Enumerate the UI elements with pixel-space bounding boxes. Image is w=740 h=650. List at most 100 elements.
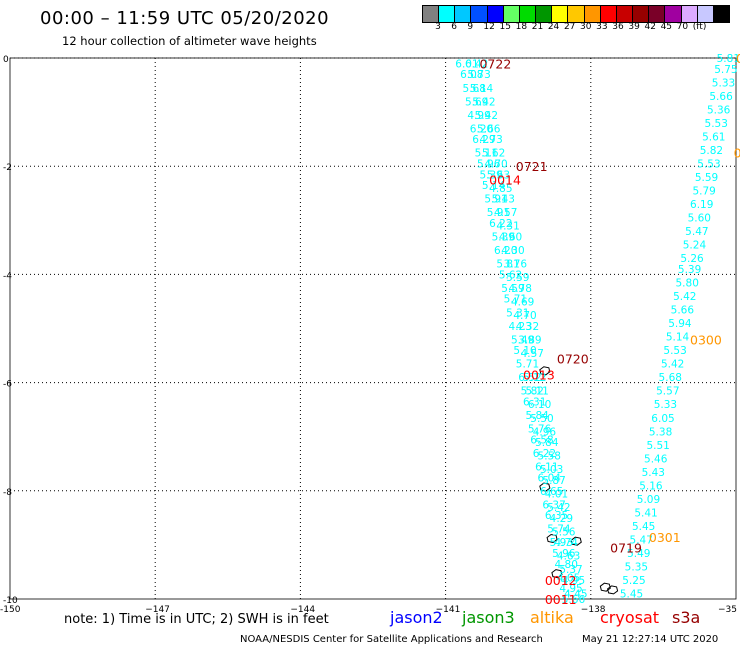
grid-lines [10, 57, 736, 599]
x-tick-label: −35 [718, 605, 737, 615]
wave-height-value: 6.29 [472, 134, 495, 146]
wave-height-value: 5.16 [639, 480, 663, 492]
scale-swatch [584, 6, 601, 22]
wave-height-value: 5.66 [671, 305, 695, 317]
wave-height-value: 5.82 [521, 386, 544, 398]
wave-height-value: 5.11 [475, 148, 498, 160]
wave-height-value: 5.43 [492, 194, 515, 206]
y-tick-label: -2 [3, 163, 12, 173]
color-scale-bar [422, 5, 730, 23]
wave-height-value: 4.85 [489, 183, 512, 195]
y-tick-label: -4 [3, 271, 12, 281]
wave-height-value: 4.96 [533, 426, 557, 438]
wave-height-value: 5.45 [620, 589, 643, 601]
pass-time-label: 0014 [489, 173, 521, 188]
wave-height-value: 5.81 [717, 53, 740, 65]
wave-height-value: 4.32 [516, 321, 539, 333]
axis-tick-labels: 0 -2 -4 -6 -8 -10-150 −147 −144 −141 −138 −35 [0, 55, 737, 615]
wave-height-value: 5.68 [463, 83, 486, 95]
wave-height-value: 5.57 [656, 386, 679, 398]
scale-label: 3 [435, 22, 441, 32]
y-tick-label: -8 [3, 488, 12, 498]
wave-height-value: 5.66 [477, 123, 501, 135]
wave-height-value: 5.68 [659, 372, 682, 384]
wave-height-value: 5.63 [487, 169, 510, 181]
wave-height-value: 6.22 [533, 448, 556, 460]
wave-height-value: 5.25 [622, 575, 645, 587]
legend-altika: altika [530, 608, 574, 627]
wave-height-value: 5.42 [673, 291, 696, 303]
wave-height-value: 5.53 [697, 158, 720, 170]
wave-height-value: 5.69 [465, 96, 488, 108]
wave-height-value: 5.87 [542, 475, 565, 487]
wave-height-value: 6.37 [542, 499, 565, 511]
scale-swatch [471, 6, 488, 22]
wave-height-value: 6.10 [528, 399, 551, 411]
wave-height-value: 5.84 [525, 410, 549, 422]
x-tick-label: −147 [145, 605, 170, 615]
wave-height-value: 5.43 [642, 467, 665, 479]
wave-height-value: 6.05 [651, 413, 674, 425]
wave-height-value: 4.05 [557, 572, 580, 584]
scale-swatch [552, 6, 569, 22]
wave-height-value: 5.82 [700, 145, 723, 157]
island-outline [539, 366, 551, 376]
wave-height-value: 5.62 [482, 148, 505, 160]
scale-label: 15 [499, 22, 511, 32]
pass-time-label: 0012 [545, 573, 577, 588]
scale-label: 70 [676, 22, 689, 32]
wave-height-value: 4.99 [467, 110, 490, 122]
wave-height-value: 5.35 [625, 562, 648, 574]
wave-height-value: 4.23 [509, 321, 532, 333]
wave-height-value: 5.84 [535, 437, 559, 449]
wave-height-value: 5.74 [547, 524, 571, 536]
scale-swatch [713, 6, 729, 22]
scale-label: 9 [467, 22, 474, 32]
wave-height-value: 4.30 [501, 245, 524, 257]
wave-height-value: 5.53 [705, 118, 728, 130]
wave-height-value: 5.39 [479, 169, 502, 181]
wave-height-value: 5.31 [506, 307, 529, 319]
pass-time-label: 0301 [649, 530, 681, 545]
wave-height-value: 4.80 [555, 559, 578, 571]
y-tick-label: -6 [3, 380, 12, 390]
wave-height-value: 4.70 [513, 310, 536, 322]
wave-height-value: 5.39 [492, 232, 515, 244]
wave-height-value: 5.39 [678, 264, 701, 276]
wave-height-value: 5.45 [632, 521, 655, 533]
scale-swatch [487, 6, 504, 22]
wave-height-value: 5.37 [559, 564, 582, 576]
wave-height-value: 5.71 [504, 294, 527, 306]
plot-frame [9, 57, 737, 600]
pass-time-label: 0720 [557, 351, 589, 366]
wave-height-value: 5.61 [702, 131, 725, 143]
y-tick-label: 0 [3, 55, 9, 65]
wave-height-value: 5.10 [513, 345, 536, 357]
wave-height-value: 6.58 [530, 434, 553, 446]
wave-height-value: 5.42 [661, 359, 684, 371]
wave-height-value: 5.66 [562, 594, 586, 606]
scale-label: 45 [660, 22, 673, 32]
wave-height-value: 5.36 [707, 104, 731, 116]
scale-label: 30 [580, 22, 592, 32]
y-tick-label: -10 [3, 596, 18, 606]
wave-height-value: 4.57 [521, 348, 544, 360]
pass-time-label: 0300 [690, 332, 722, 347]
wave-height-value: 4.70 [484, 158, 507, 170]
footnote: note: 1) Time is in UTC; 2) SWH is in fe… [64, 612, 329, 627]
wave-height-value: 5.94 [668, 318, 692, 330]
scale-swatch [633, 6, 650, 22]
wave-height-value: 5.14 [666, 332, 690, 344]
pass-time-label: 0719 [610, 541, 642, 556]
scale-label: 39 [628, 22, 640, 32]
x-tick-label: −144 [290, 605, 315, 615]
wave-height-value: 5.56 [552, 526, 576, 538]
scale-swatch [423, 6, 440, 22]
scale-label: 21 [531, 22, 544, 32]
island-outline [607, 585, 619, 595]
wave-height-value: 5.14 [470, 83, 494, 95]
wave-height-value: 5.75 [714, 64, 737, 76]
wave-height-value: 5.49 [627, 548, 650, 560]
wave-height-value: 5.11 [525, 386, 548, 398]
